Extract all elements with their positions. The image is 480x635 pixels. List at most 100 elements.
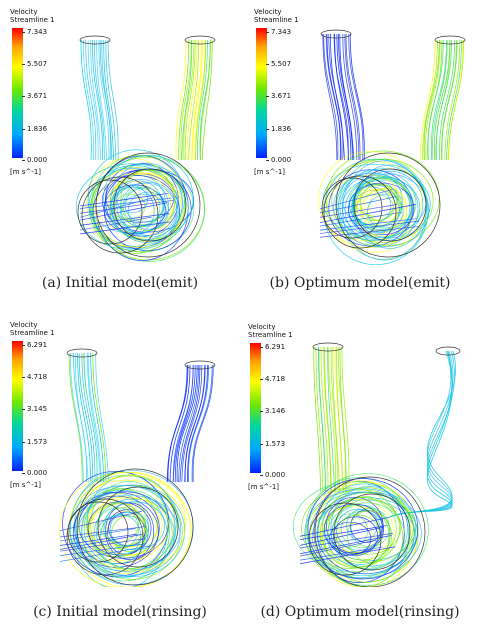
streamline — [178, 364, 199, 483]
streamline — [319, 211, 403, 227]
streamline — [318, 151, 423, 249]
streamline — [292, 481, 416, 573]
streamline — [111, 182, 178, 240]
tick-label: 3.671 — [265, 92, 292, 100]
streamline — [200, 39, 211, 161]
streamline — [323, 33, 339, 161]
streamline — [89, 497, 170, 556]
streamline — [446, 39, 462, 161]
tick-label: 5.507 — [21, 60, 48, 68]
streamline — [87, 39, 99, 161]
streamline — [389, 350, 455, 518]
tick-label: 7.343 — [21, 28, 48, 36]
streamline-figure — [292, 342, 461, 587]
streamline — [169, 364, 191, 483]
streamline — [201, 39, 213, 161]
streamline — [183, 39, 195, 161]
streamline — [59, 528, 136, 542]
streamline — [332, 346, 341, 493]
streamline — [59, 543, 147, 556]
colorbar — [256, 28, 267, 158]
streamline — [345, 33, 361, 161]
unit-label: [m s^-1] — [10, 168, 41, 176]
streamline — [192, 364, 214, 483]
streamline — [85, 39, 97, 161]
unit-label: [m s^-1] — [248, 483, 279, 491]
tick-label: 0.000 — [259, 471, 286, 479]
streamline — [444, 39, 461, 161]
streamline — [330, 486, 408, 570]
streamline-figure — [59, 348, 216, 587]
streamline — [59, 526, 147, 538]
streamline — [342, 160, 427, 261]
streamline — [103, 39, 115, 161]
legend-subtitle: Streamline 1 — [254, 16, 299, 24]
streamline-figure — [318, 29, 466, 266]
tick-label: 6.291 — [21, 341, 48, 349]
streamline — [179, 364, 201, 483]
unit-label: [m s^-1] — [10, 481, 41, 489]
streamline — [299, 546, 383, 561]
streamline — [352, 189, 402, 226]
caption: (c) Initial model(rinsing) — [33, 604, 207, 620]
streamline — [307, 478, 419, 580]
streamline — [172, 364, 194, 483]
streamline — [306, 473, 429, 586]
streamline — [389, 350, 456, 518]
streamline — [389, 350, 453, 518]
colorbar — [250, 343, 261, 473]
legend-title: Velocity — [10, 8, 38, 16]
streamline — [318, 346, 327, 493]
streamline — [79, 213, 169, 226]
streamline — [100, 514, 141, 557]
caption: (a) Initial model(emit) — [41, 275, 199, 291]
streamline — [75, 163, 189, 251]
streamline — [96, 507, 139, 550]
streamline — [320, 346, 329, 493]
tick-label: 7.343 — [265, 28, 292, 36]
streamline-figure — [75, 35, 216, 262]
tick-label: 1.836 — [265, 125, 292, 133]
streamline — [299, 535, 392, 555]
streamline — [59, 545, 150, 562]
streamline — [436, 39, 452, 161]
streamline — [334, 33, 350, 161]
streamline — [186, 39, 198, 161]
streamline — [319, 487, 415, 583]
streamline — [104, 501, 166, 551]
streamline — [78, 352, 93, 483]
streamline — [83, 352, 98, 483]
streamline — [191, 364, 213, 483]
streamline — [323, 346, 332, 493]
streamline — [79, 197, 154, 218]
streamline — [86, 352, 101, 483]
panel-optimum-emit: Velocity Streamline 1 7.343 5.507 3.671 … — [240, 0, 480, 317]
colorbar — [12, 28, 23, 158]
tick-label: 5.507 — [265, 60, 292, 68]
streamline — [367, 194, 404, 229]
streamline — [299, 532, 393, 549]
streamline — [79, 202, 168, 221]
streamline — [98, 39, 110, 161]
streamline — [352, 180, 401, 234]
unit-label: [m s^-1] — [254, 168, 285, 176]
streamline — [299, 526, 383, 546]
tick-label: 0.000 — [21, 156, 48, 164]
streamline — [90, 352, 105, 483]
streamline — [342, 33, 358, 161]
tick-label: 0.000 — [21, 469, 48, 477]
streamline — [352, 164, 427, 249]
tick-label: 0.000 — [265, 156, 292, 164]
streamline — [330, 33, 345, 161]
streamline — [299, 525, 387, 540]
streamline — [389, 350, 453, 518]
tick-label: 4.718 — [21, 373, 48, 381]
streamline — [315, 346, 324, 493]
streamline — [430, 39, 448, 161]
streamline — [322, 33, 338, 161]
streamline — [440, 39, 457, 161]
streamline — [431, 39, 448, 161]
streamline — [109, 186, 155, 235]
streamline — [448, 39, 464, 161]
streamline — [352, 178, 414, 231]
